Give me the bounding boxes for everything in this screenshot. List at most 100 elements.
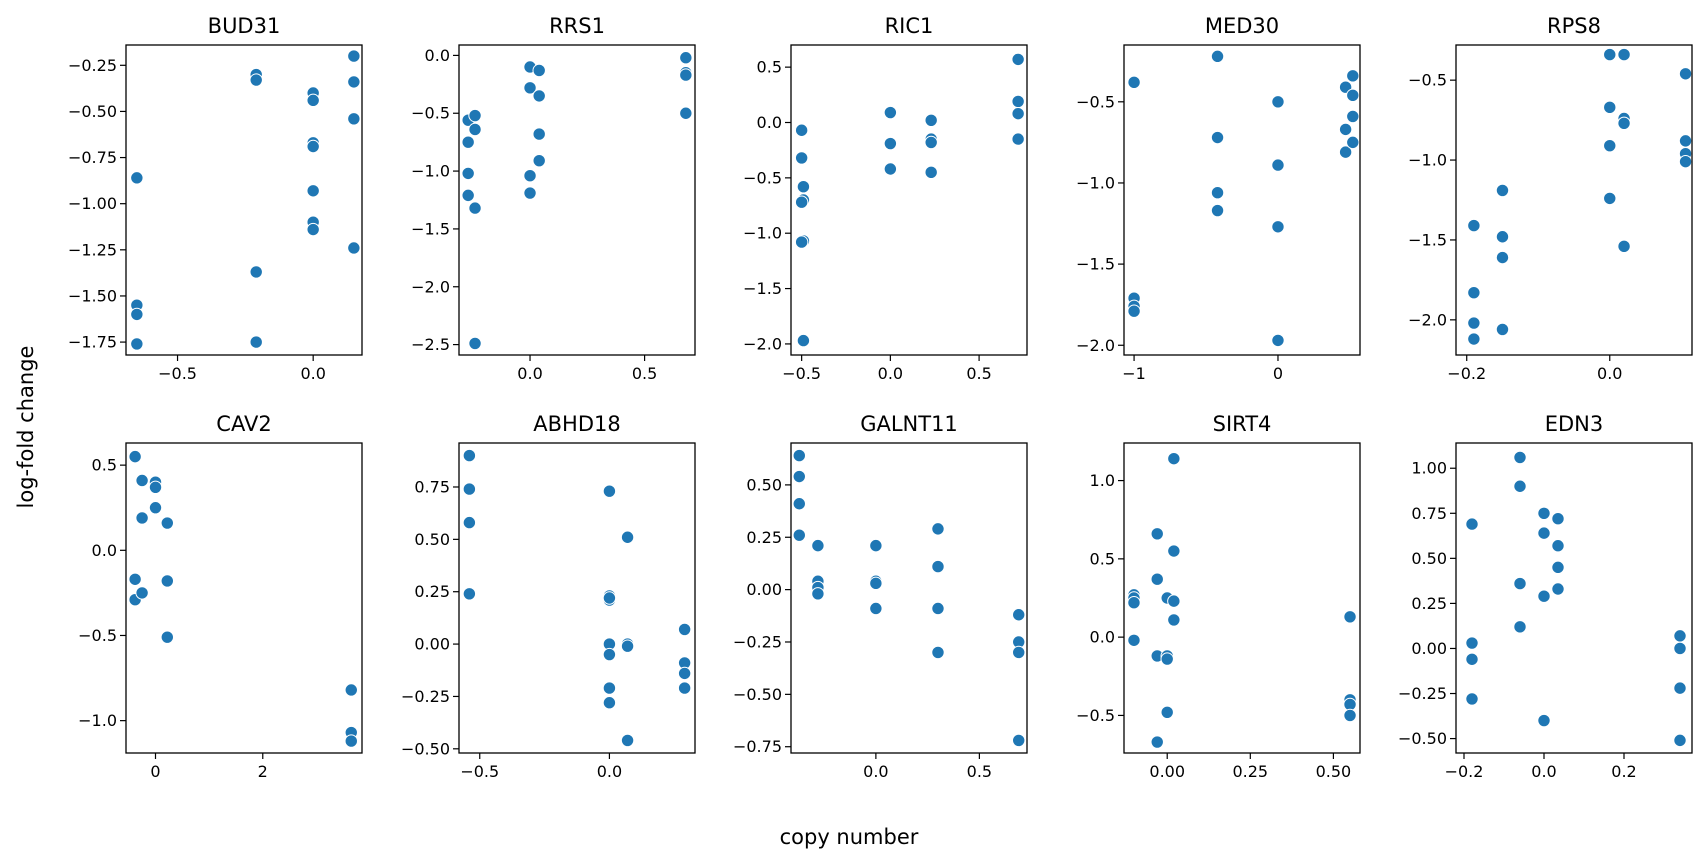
panel-ric1: RIC1 −0.5 0.0 0.5 −2.0 −1.5 −1.0 −0.5 0.0 0.5 <box>743 14 1028 383</box>
data-point <box>794 195 809 209</box>
data-point <box>1167 594 1181 608</box>
data-point <box>1338 122 1353 137</box>
data-point <box>462 587 477 601</box>
y-tick-label: −1.5 <box>1408 230 1447 249</box>
data-point <box>1551 539 1565 553</box>
data-point <box>347 241 361 255</box>
data-point <box>461 188 475 203</box>
x-tick-label: 0.25 <box>1232 762 1268 781</box>
data-point <box>792 528 806 542</box>
data-point <box>461 166 475 181</box>
data-point <box>1678 67 1693 81</box>
panel-title: RRS1 <box>549 14 605 38</box>
panel-title: SIRT4 <box>1213 412 1272 436</box>
panel-abhd18: ABHD18 −0.5 0.0 −0.50 −0.25 0.00 0.25 0.50 0.75 <box>401 412 696 781</box>
y-tick-label: 0.25 <box>1411 594 1447 613</box>
data-point <box>347 112 361 126</box>
y-tick-label: 0.75 <box>414 477 450 496</box>
plot-frame <box>1123 442 1361 754</box>
data-point <box>1513 576 1527 591</box>
x-tick-label: −0.5 <box>460 762 499 781</box>
plot-frame <box>458 442 696 754</box>
data-point <box>1603 191 1617 206</box>
x-tick-label: −0.5 <box>158 364 197 383</box>
data-point <box>620 530 635 544</box>
plot-frame <box>790 442 1028 754</box>
y-tick-label: −0.25 <box>733 632 782 651</box>
data-point <box>1678 154 1693 169</box>
data-point <box>677 681 692 695</box>
data-point <box>532 89 546 103</box>
data-point <box>602 484 617 498</box>
data-point <box>523 186 537 200</box>
data-point <box>1495 183 1510 198</box>
panel-title: ABHD18 <box>533 412 620 436</box>
data-point <box>468 336 482 351</box>
y-tick-label: −2.0 <box>1408 310 1447 329</box>
data-point <box>1537 526 1551 540</box>
data-point <box>1495 250 1510 265</box>
data-point <box>462 515 477 530</box>
data-point <box>468 122 482 137</box>
data-point <box>160 574 175 588</box>
panel-title: GALNT11 <box>860 412 958 436</box>
y-tick-label: −1.50 <box>68 286 117 305</box>
data-point <box>1343 610 1357 624</box>
data-point <box>1495 230 1510 244</box>
data-point <box>1011 106 1025 121</box>
data-point <box>1011 94 1025 109</box>
data-point <box>1346 88 1360 103</box>
y-tick-label: 0.50 <box>414 530 450 549</box>
data-point <box>1467 218 1481 233</box>
data-point <box>1271 158 1285 172</box>
data-point <box>1210 185 1225 200</box>
x-tick-label: −1 <box>1122 364 1146 383</box>
data-point <box>1127 75 1141 90</box>
y-tick-label: −0.5 <box>743 168 782 187</box>
data-point <box>1537 713 1551 728</box>
panel-title: CAV2 <box>216 412 271 436</box>
data-point <box>931 601 945 616</box>
data-point <box>1673 641 1687 656</box>
x-tick-label: 0.00 <box>1149 762 1185 781</box>
data-point <box>130 171 144 185</box>
data-point <box>306 184 320 198</box>
panel-grid: BUD31−0.5 0.0−1.75−1.50−1.25−1.00−0.75−0.… <box>68 14 1693 781</box>
y-tick-label: −0.75 <box>68 148 117 167</box>
y-tick-label: −1.5 <box>1076 255 1115 274</box>
data-point <box>1150 572 1164 586</box>
data-point <box>1467 285 1481 300</box>
y-tick-label: 1.0 <box>1090 471 1115 490</box>
y-tick-label: −0.25 <box>401 687 450 706</box>
data-point <box>532 153 546 168</box>
data-point <box>620 733 635 748</box>
y-tick-label: 0.5 <box>757 58 782 77</box>
data-point <box>532 127 546 141</box>
data-point <box>1346 135 1360 150</box>
data-point <box>128 449 142 464</box>
data-point <box>344 683 358 697</box>
data-point <box>869 601 883 616</box>
data-point <box>796 180 811 194</box>
data-point <box>602 696 617 710</box>
plot-frame <box>125 442 363 754</box>
data-point <box>1495 322 1510 337</box>
y-tick-label: −2.5 <box>411 335 450 354</box>
data-point <box>796 333 811 348</box>
plot-frame <box>458 44 696 356</box>
data-point <box>1127 304 1141 318</box>
data-point <box>1513 450 1527 465</box>
panel-cav2: CAV2 0 2 −1.0 −0.5 0.0 0.5 <box>78 412 363 781</box>
data-point <box>931 645 945 660</box>
data-point <box>1467 316 1481 330</box>
data-point <box>620 639 635 653</box>
plot-frame <box>1455 442 1693 754</box>
data-point <box>306 93 320 108</box>
panel-title: EDN3 <box>1545 412 1604 436</box>
data-point <box>1537 589 1551 603</box>
data-point <box>523 81 537 95</box>
data-point <box>883 136 898 151</box>
data-point <box>1210 130 1225 145</box>
x-tick-label: 0.5 <box>966 364 991 383</box>
